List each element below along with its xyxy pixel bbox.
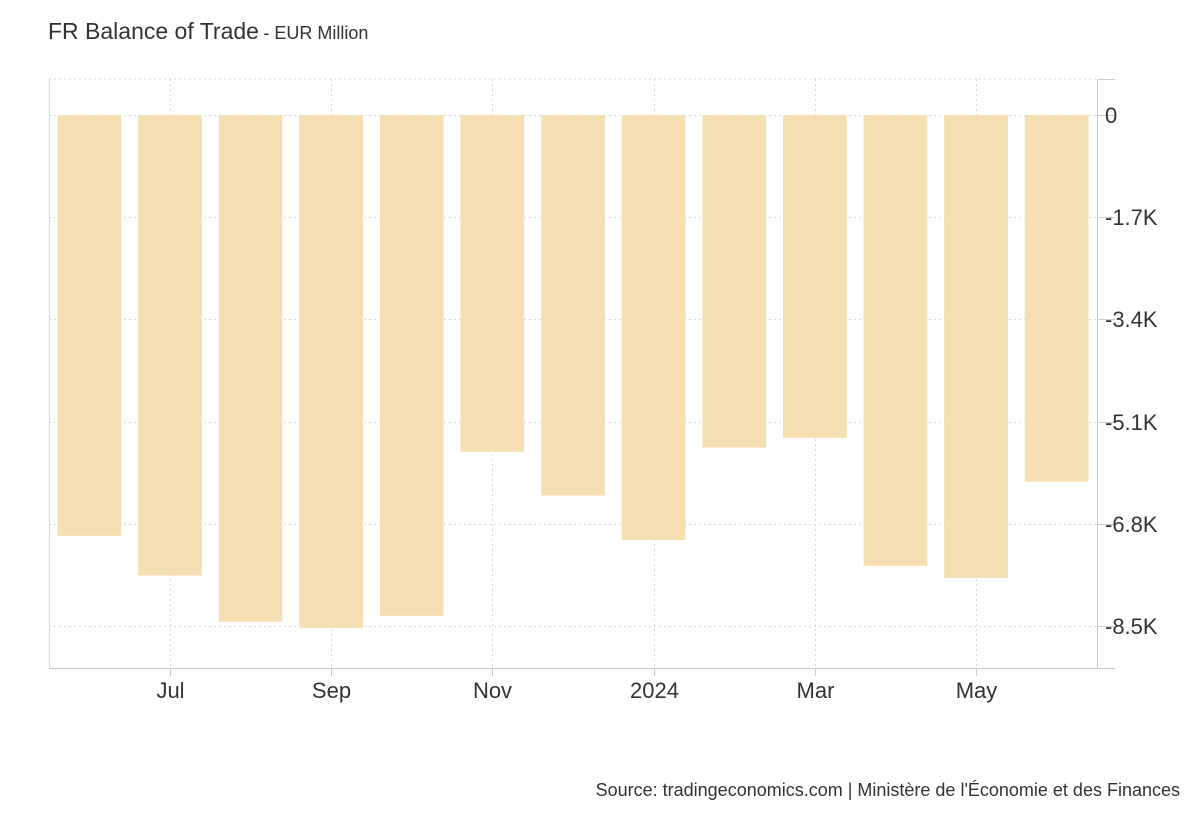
bar-2023-11 [460, 115, 525, 452]
bar-2024-06 [1024, 115, 1089, 482]
y-tick-label: -1.7K [1105, 205, 1158, 230]
bar-2023-06 [57, 115, 122, 536]
source-credit: Source: tradingeconomics.com | Ministère… [595, 780, 1180, 800]
bar-2023-07 [138, 115, 202, 576]
x-tick-label: Nov [473, 678, 512, 703]
y-tick-label: -5.1K [1105, 410, 1158, 435]
bar-2023-10 [379, 115, 444, 616]
x-tick-label: Mar [797, 678, 835, 703]
x-tick-label: Jul [156, 678, 184, 703]
bar-2023-12 [541, 115, 605, 496]
y-tick-label: -6.8K [1105, 512, 1158, 537]
y-tick-label: 0 [1105, 103, 1117, 128]
bar-2023-08 [218, 115, 283, 622]
bar-2024-02 [702, 115, 767, 448]
bar-2023-09 [299, 115, 363, 628]
y-tick-label: -8.5K [1105, 614, 1158, 639]
chart-subtitle: - EUR Million [263, 23, 369, 43]
bar-2024-03 [783, 115, 847, 438]
x-tick-label: 2024 [630, 678, 679, 703]
bar-2024-01 [621, 115, 686, 540]
x-tick-label: Sep [312, 678, 351, 703]
y-tick-label: -3.4K [1105, 307, 1158, 332]
bar-2024-05 [944, 115, 1008, 578]
chart-title: FR Balance of Trade [48, 18, 259, 44]
x-tick-label: May [956, 678, 998, 703]
chart-title-block: FR Balance of Trade - EUR Million [48, 18, 368, 45]
bar-2024-04 [863, 115, 928, 566]
